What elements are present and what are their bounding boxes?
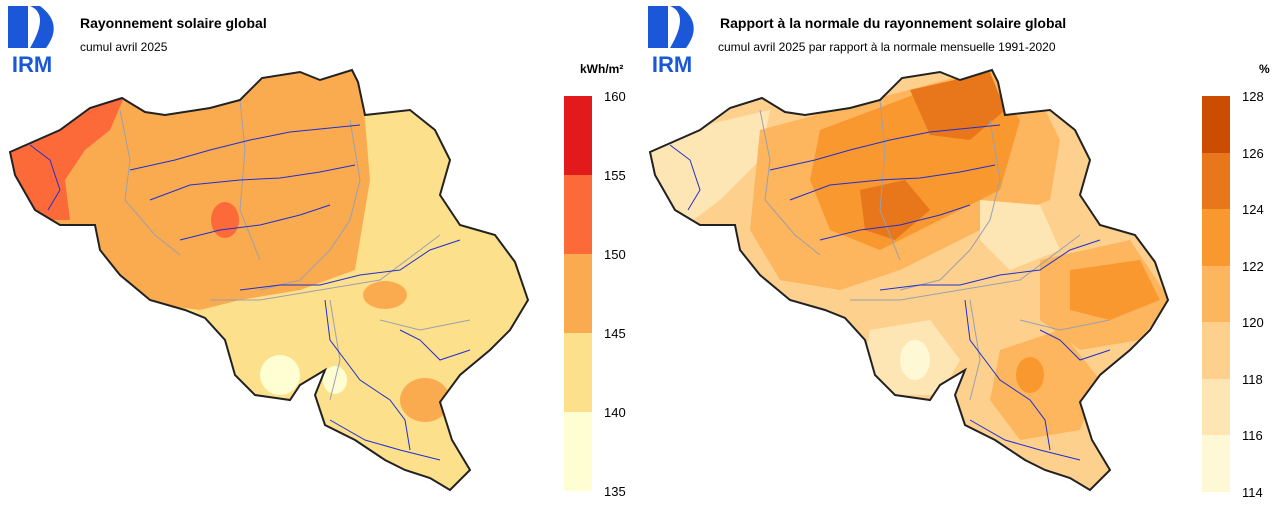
legend-tick: 128 xyxy=(1242,89,1264,104)
legend-swatch-118-120 xyxy=(1202,322,1230,379)
belgium-border xyxy=(648,68,1170,492)
irm-logo: IRM xyxy=(6,4,58,77)
map-title: Rapport à la normale du rayonnement sola… xyxy=(720,15,1067,31)
legend-swatch-140-145 xyxy=(564,333,592,412)
irm-logo-icon xyxy=(648,6,694,48)
legend-tick: 118 xyxy=(1242,372,1263,387)
legend-swatch-145-150 xyxy=(564,254,592,333)
belgium-ratio-map xyxy=(648,68,1170,492)
legend-tick: 150 xyxy=(604,247,626,262)
irm-logo: IRM xyxy=(646,4,698,77)
legend-tick: 145 xyxy=(604,326,626,341)
map-title: Rayonnement solaire global xyxy=(80,15,267,31)
legend-tick: 122 xyxy=(1242,259,1264,274)
rivers xyxy=(29,124,471,461)
legend-swatch-124-126 xyxy=(1202,153,1230,209)
legend-tick: 160 xyxy=(604,89,626,104)
legend-swatch-116-118 xyxy=(1202,379,1230,435)
ratio-to-normal-panel: IRM Rapport à la normale du rayonnement … xyxy=(640,0,1280,507)
legend-tick: 116 xyxy=(1242,428,1263,443)
legend-tick: 114 xyxy=(1242,485,1263,500)
legend-tick: 126 xyxy=(1242,146,1264,161)
rivers xyxy=(669,124,1111,461)
belgium-border xyxy=(8,68,530,492)
legend-tick: 124 xyxy=(1242,202,1264,217)
map-subtitle: cumul avril 2025 par rapport à la normal… xyxy=(718,40,1056,54)
legend-unit: % xyxy=(1259,62,1270,76)
legend-swatch-135-140 xyxy=(564,412,592,491)
solar-radiation-panel: IRM Rayonnement solaire global cumul avr… xyxy=(6,4,626,499)
legend-tick: 155 xyxy=(604,168,626,183)
ratio-fill xyxy=(650,70,1168,490)
legend-tick: 120 xyxy=(1242,315,1264,330)
legend-swatch-150-155 xyxy=(564,175,592,254)
legend-swatch-155-160 xyxy=(564,96,592,175)
legend-unit: kWh/m² xyxy=(580,62,624,76)
legend-tick: 135 xyxy=(604,484,626,499)
belgium-radiation-map xyxy=(8,68,530,492)
irm-logo-icon xyxy=(8,6,54,48)
legend-swatch-120-122 xyxy=(1202,266,1230,322)
legend-swatch-114-116 xyxy=(1202,435,1230,492)
radiation-fill xyxy=(10,70,528,490)
legend-swatch-126-128 xyxy=(1202,96,1230,153)
map-subtitle: cumul avril 2025 xyxy=(80,40,168,54)
legend-tick: 140 xyxy=(604,405,626,420)
irm-logo-text: IRM xyxy=(651,52,693,77)
legend-swatch-122-124 xyxy=(1202,209,1230,266)
irm-logo-text: IRM xyxy=(11,52,53,77)
